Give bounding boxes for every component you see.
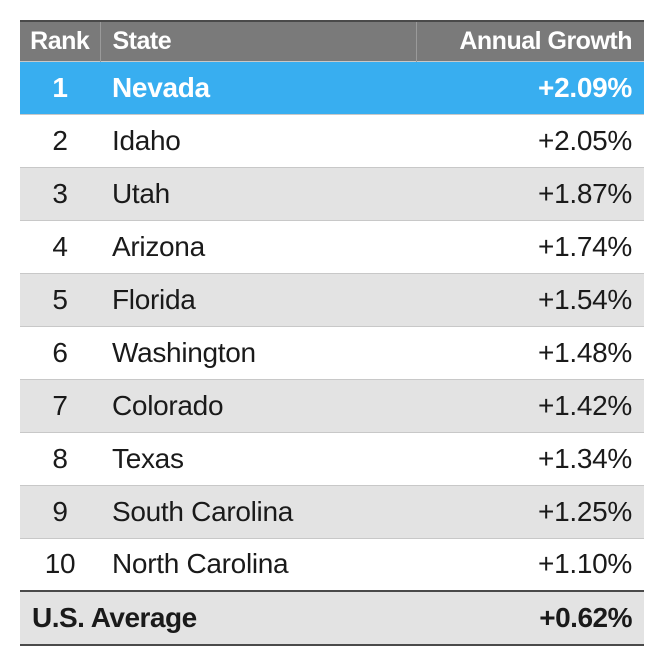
- table-row: 3 Utah +1.87%: [20, 167, 644, 220]
- growth-cell: +1.54%: [538, 283, 632, 315]
- state-cell: Idaho: [112, 124, 181, 156]
- rank-cell: 9: [52, 495, 68, 527]
- rank-cell: 5: [52, 283, 68, 315]
- column-header-state: State: [99, 20, 416, 61]
- table-row: 8 Texas +1.34%: [20, 432, 644, 485]
- growth-cell: +1.10%: [538, 548, 632, 580]
- state-growth-table: Rank State Annual Growth 1 Nevada +2.09% 2 I…: [20, 20, 644, 646]
- table-row: 1 Nevada +2.09%: [20, 61, 644, 114]
- state-cell: Washington: [112, 336, 256, 368]
- growth-cell: +1.48%: [538, 336, 632, 368]
- table-row: 6 Washington +1.48%: [20, 326, 644, 379]
- state-cell: Florida: [112, 283, 196, 315]
- growth-cell: +1.42%: [538, 389, 632, 421]
- us-average-value: +0.62%: [539, 602, 632, 633]
- rank-cell: 10: [44, 548, 76, 580]
- state-cell: Texas: [112, 442, 184, 474]
- table-row: 9 South Carolina +1.25%: [20, 485, 644, 538]
- state-cell: Arizona: [112, 230, 205, 262]
- state-cell: Colorado: [112, 389, 224, 421]
- growth-cell: +2.09%: [538, 71, 632, 103]
- growth-cell: +1.25%: [538, 495, 632, 527]
- rank-cell: 3: [52, 177, 68, 209]
- table-row: 4 Arizona +1.74%: [20, 220, 644, 273]
- table-header: Rank State Annual Growth: [20, 20, 644, 61]
- table-row: 2 Idaho +2.05%: [20, 114, 644, 167]
- column-header-annual-growth: Annual Growth: [415, 20, 644, 61]
- rank-cell: 6: [52, 336, 68, 368]
- us-average-label: U.S. Average: [32, 602, 197, 633]
- table-footer: U.S. Average +0.62%: [20, 591, 644, 645]
- state-cell: Utah: [112, 177, 170, 209]
- rank-cell: 4: [52, 230, 68, 262]
- state-cell: South Carolina: [112, 495, 294, 527]
- table-body: 1 Nevada +2.09% 2 Idaho +2.05% 3 Utah +1.87% 4 Ari…: [20, 61, 644, 591]
- growth-table-container: Rank State Annual Growth 1 Nevada +2.09% 2 I…: [20, 20, 644, 646]
- state-cell: North Carolina: [112, 548, 289, 580]
- column-header-rank: Rank: [20, 20, 100, 61]
- table-row: 10 North Carolina +1.10%: [20, 538, 644, 591]
- rank-cell: 2: [52, 124, 68, 156]
- growth-cell: +1.34%: [538, 442, 632, 474]
- growth-cell: +1.74%: [538, 230, 632, 262]
- rank-cell: 8: [52, 442, 68, 474]
- table-row: 5 Florida +1.54%: [20, 273, 644, 326]
- growth-cell: +1.87%: [538, 177, 632, 209]
- table-row: 7 Colorado +1.42%: [20, 379, 644, 432]
- us-average-row: U.S. Average +0.62%: [20, 591, 644, 645]
- state-cell: Nevada: [112, 71, 210, 103]
- header-row: Rank State Annual Growth: [20, 20, 644, 61]
- growth-cell: +2.05%: [538, 124, 632, 156]
- rank-cell: 7: [52, 389, 68, 421]
- rank-cell: 1: [52, 71, 68, 103]
